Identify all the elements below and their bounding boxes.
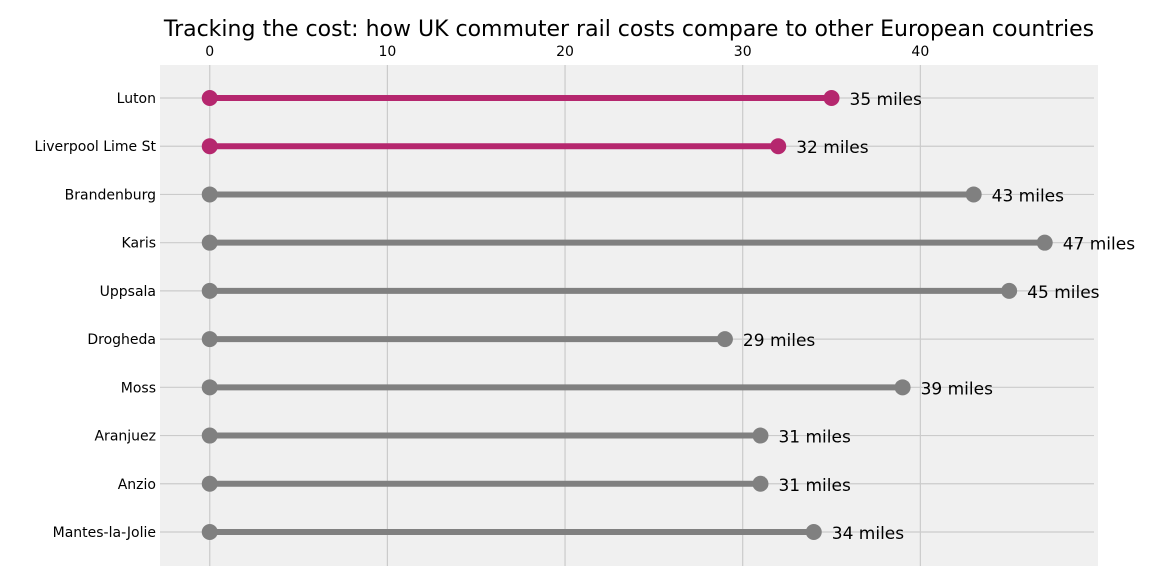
dumbbell-marks (201, 90, 1053, 540)
end-point (965, 186, 982, 203)
category-label: Uppsala (100, 284, 156, 300)
value-label: 31 miles (778, 428, 851, 448)
value-label: 29 miles (743, 331, 816, 351)
value-label: 35 miles (850, 90, 923, 110)
x-tick-label: 30 (734, 44, 752, 60)
end-point (894, 379, 911, 396)
value-label: 34 miles (832, 524, 905, 544)
x-tick-label: 40 (911, 44, 929, 60)
start-point (201, 427, 218, 444)
end-point (1036, 234, 1053, 251)
value-label: 43 miles (992, 186, 1065, 206)
end-point (752, 427, 769, 444)
value-labels: 35 miles 32 miles 43 miles 47 miles 45 miles… (743, 90, 1135, 544)
end-point (770, 138, 787, 155)
category-label: Aranjuez (94, 429, 156, 445)
start-point (201, 138, 218, 155)
category-labels: Luton Liverpool Lime St Brandenburg Karis Up… (35, 91, 157, 541)
start-point (201, 186, 218, 203)
plot-background (160, 65, 1098, 566)
value-label: 45 miles (1027, 283, 1100, 303)
category-label: Karis (122, 236, 156, 252)
end-point (716, 331, 733, 348)
category-label: Drogheda (87, 332, 156, 348)
end-point (752, 475, 769, 492)
category-label: Mantes-la-Jolie (53, 525, 156, 541)
chart-title: Tracking the cost: how UK commuter rail … (163, 17, 1094, 42)
start-point (201, 90, 218, 106)
start-point (201, 331, 218, 348)
category-label: Liverpool Lime St (35, 139, 157, 155)
category-label: Anzio (118, 477, 156, 493)
end-point (1001, 282, 1018, 299)
x-tick-label: 0 (205, 44, 214, 60)
end-point (823, 90, 840, 106)
x-tick-label: 20 (556, 44, 574, 60)
x-tick-label: 10 (378, 44, 396, 60)
value-label: 47 miles (1063, 235, 1136, 255)
start-point (201, 524, 218, 540)
category-label: Moss (121, 380, 156, 396)
start-point (201, 379, 218, 396)
x-axis-ticks: 0 10 20 30 40 (205, 44, 929, 60)
category-label: Luton (117, 91, 156, 107)
value-label: 31 miles (778, 476, 851, 496)
value-label: 39 miles (921, 379, 994, 399)
start-point (201, 282, 218, 299)
end-point (805, 524, 822, 540)
start-point (201, 475, 218, 492)
value-label: 32 miles (796, 138, 869, 158)
start-point (201, 234, 218, 251)
category-label: Brandenburg (65, 187, 156, 203)
